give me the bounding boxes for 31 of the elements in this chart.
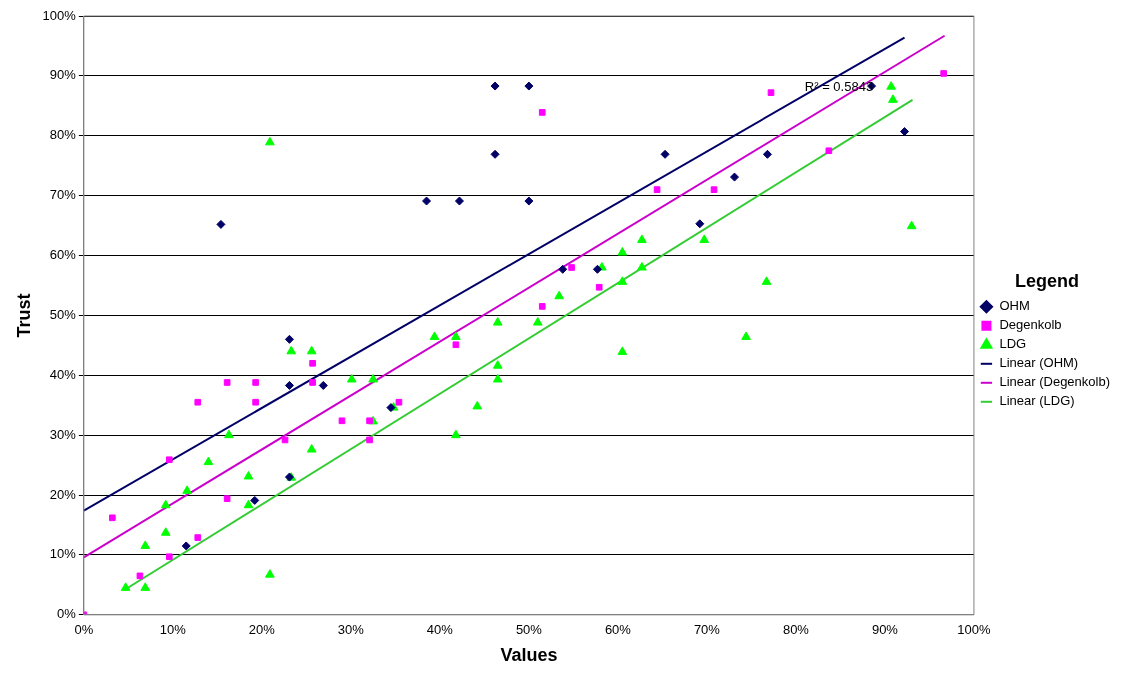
x-tick-label: 10% [159,622,187,638]
legend-label: Degenkolb [999,317,1062,333]
x-tick-label: 40% [426,622,454,638]
x-tick-label: 0% [74,622,94,638]
x-tick-label: 30% [337,622,365,638]
y-tick-label: 20% [49,486,77,502]
x-tick-label: 20% [248,622,276,638]
legend-title: Legend [1014,270,1079,291]
y-tick-label: 0% [57,606,77,622]
y-tick-label: 70% [49,187,77,203]
y-tick-label: 40% [49,366,77,382]
y-tick-label: 90% [49,67,77,83]
x-tick-label: 90% [871,622,899,638]
y-axis-title: Trust [13,293,34,338]
x-tick-label: 70% [693,622,721,638]
legend-label: Linear (Degenkolb) [999,374,1111,390]
y-tick-label: 80% [49,127,77,143]
y-tick-label: 60% [49,247,77,263]
y-tick-label: 30% [49,426,77,442]
x-tick-label: 100% [957,622,991,638]
x-tick-label: 80% [782,622,810,638]
y-tick-label: 100% [42,7,77,23]
y-tick-label: 10% [49,546,77,562]
x-tick-label: 60% [604,622,632,638]
legend-label: OHM [999,298,1030,314]
y-tick-label: 50% [49,306,77,322]
legend-label: LDG [999,336,1027,352]
x-tick-label: 50% [515,622,543,638]
x-axis-title: Values [500,645,558,666]
legend-label: Linear (LDG) [999,393,1075,409]
legend-label: Linear (OHM) [999,355,1079,371]
